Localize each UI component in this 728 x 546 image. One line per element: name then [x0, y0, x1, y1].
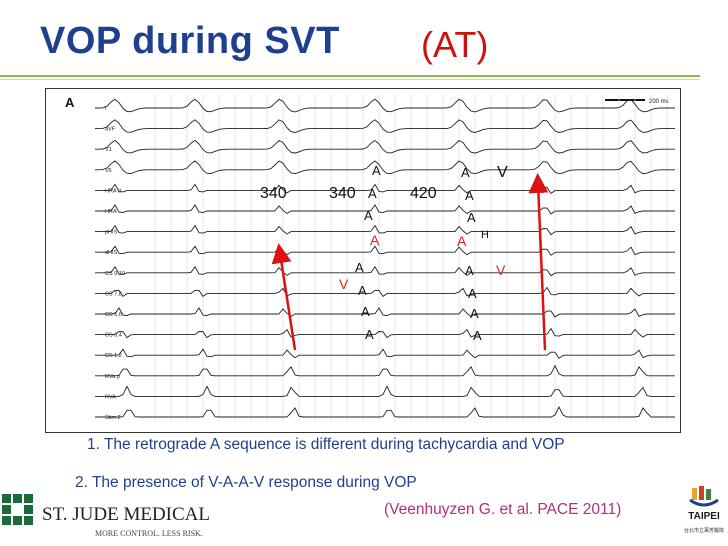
- interval-label-3: 420: [410, 185, 437, 202]
- st-jude-name: ST. JUDE MEDICAL: [42, 504, 210, 525]
- channel-traces: [95, 98, 675, 418]
- channel-label: HRA d: [105, 188, 121, 194]
- annotation-a-red: A: [370, 232, 380, 248]
- annotation-a: A: [465, 188, 474, 203]
- st-jude-logo: ST. JUDE MEDICAL MORE CONTROL. LESS RISK…: [2, 494, 210, 538]
- arrow-svt: [528, 173, 549, 351]
- taipei-emblem-icon: [689, 486, 719, 507]
- panel-label: A: [65, 95, 75, 110]
- annotation-a: A: [364, 208, 373, 223]
- annotation-a: A: [461, 165, 470, 180]
- channel-label: RVa p: [105, 374, 120, 380]
- annotation-a: A: [467, 210, 476, 225]
- channel-trace: [95, 204, 675, 215]
- channel-trace: [95, 364, 675, 377]
- annotation-a: A: [468, 286, 477, 301]
- annotation-a: A: [473, 328, 482, 343]
- slide-title-suffix: (AT): [421, 24, 489, 65]
- interval-label-2: 340: [329, 185, 356, 202]
- channel-trace: [95, 119, 675, 133]
- channel-trace: [95, 265, 675, 277]
- scale-label: 200 ms: [649, 99, 669, 105]
- annotation-v-red: V: [496, 262, 506, 278]
- taipei-subtitle: 台北市立萬芳醫院: [684, 527, 724, 534]
- annotation-a: A: [361, 304, 370, 319]
- channel-label: pHIS: [105, 230, 118, 236]
- annotation-a: A: [470, 306, 479, 321]
- title-rule-secondary: [0, 79, 700, 80]
- note-1: 1. The retrograde A sequence is differen…: [87, 436, 565, 453]
- channel-trace: [95, 245, 675, 256]
- channel-label: CS 9,10: [105, 271, 125, 277]
- annotation-v-red: V: [339, 276, 349, 292]
- citation: (Veenhuyzen G. et al. PACE 2011): [384, 501, 622, 518]
- channel-trace: [95, 224, 675, 236]
- interval-label-1: 340: [260, 185, 287, 202]
- channel-trace: [95, 98, 675, 113]
- arrow-vop: [271, 243, 297, 351]
- taipei-hospital-logo: TAIPEI 台北市立萬芳醫院: [684, 486, 724, 534]
- title-rule: [0, 75, 700, 77]
- st-jude-mark-icon: [2, 494, 33, 525]
- channel-trace: [95, 160, 675, 175]
- annotation-a-red: A: [457, 233, 467, 249]
- annotation-a: A: [355, 260, 364, 275]
- channel-label: I: [105, 106, 107, 112]
- st-jude-tagline: MORE CONTROL. LESS RISK.: [95, 529, 203, 538]
- channel-label: V6: [105, 168, 112, 174]
- channel-trace: [95, 327, 675, 339]
- annotation-a: A: [365, 327, 374, 342]
- channel-trace: [95, 348, 675, 359]
- annotation-v: V: [497, 164, 508, 181]
- annotation-a: A: [465, 263, 474, 278]
- channel-trace: [95, 307, 675, 318]
- channel-label: CS 3,4: [105, 333, 122, 339]
- channel-label: CS 1,2: [105, 353, 122, 359]
- annotation-a: A: [368, 186, 377, 201]
- channel-trace: [95, 183, 675, 195]
- channel-label: RVA: [105, 394, 116, 400]
- channel-label: CS 5,6: [105, 312, 122, 318]
- channel-label: HRA: [105, 209, 117, 215]
- channel-trace: [95, 139, 675, 154]
- annotation-a: A: [358, 283, 367, 298]
- note-2: 2. The presence of V-A-A-V response duri…: [75, 474, 417, 491]
- annotation-a: A: [372, 163, 381, 178]
- channel-label: aVF: [105, 127, 116, 133]
- slide-title: VOP during SVT: [40, 20, 340, 62]
- taipei-name: TAIPEI: [688, 511, 720, 522]
- channel-label: CS 7,8: [105, 291, 122, 297]
- channel-trace: [95, 405, 675, 418]
- channel-label: Stim 2: [105, 415, 121, 421]
- channel-label: dHIS: [105, 250, 118, 256]
- annotation-h: H: [481, 229, 489, 241]
- channel-trace: [95, 385, 675, 397]
- channel-label: V1: [105, 147, 112, 153]
- channel-trace: [95, 286, 675, 298]
